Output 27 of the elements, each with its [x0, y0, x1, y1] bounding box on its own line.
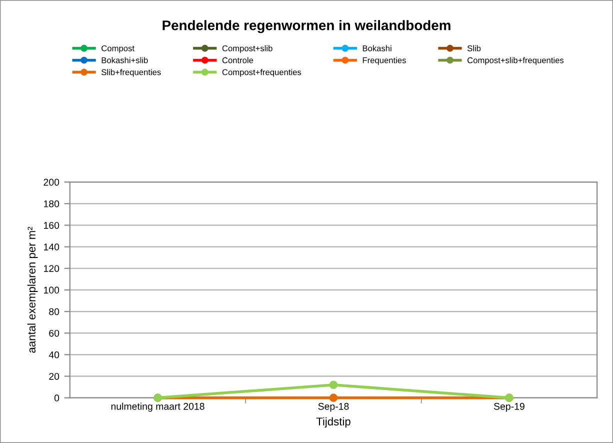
legend-label: Compost+slib+frequenties	[467, 57, 564, 65]
y-tick-label: 200	[44, 178, 60, 186]
y-tick-label: 160	[44, 222, 60, 229]
x-tick-label: nulmeting maart 2018	[111, 402, 204, 412]
y-tick-label: 60	[49, 330, 60, 337]
legend-label: Compost+slib	[222, 45, 272, 53]
x-tick-label: Sep-18	[318, 402, 349, 412]
x-tick-label: Sep-19	[494, 402, 524, 412]
y-tick-label: 120	[44, 265, 60, 272]
legend-label: Frequenties	[362, 57, 406, 65]
y-tick-label: 100	[44, 286, 60, 294]
y-tick-label: 40	[48, 351, 60, 358]
y-tick-label: 180	[44, 200, 60, 208]
y-tick-label: 140	[44, 244, 60, 250]
legend-label: Compost	[102, 45, 134, 53]
y-tick-label: 0	[54, 394, 60, 402]
legend-label: Bokashi	[362, 45, 392, 52]
y-tick-label: 20	[49, 372, 60, 380]
legend-label: Compost+frequenties	[222, 69, 302, 77]
chart-title: Pendelende regenwormen in weilandbodem	[162, 20, 450, 34]
legend-label: Bokashi+slib	[102, 57, 148, 64]
legend-label: Slib+frequenties	[102, 69, 161, 77]
y-tick-label: 80	[49, 308, 60, 316]
legend-label: Controle	[222, 57, 254, 64]
y-axis-title: aantal exemplaren per m²	[27, 226, 38, 353]
x-axis-title: Tijdstip	[316, 417, 350, 428]
legend-label: Slib	[467, 45, 481, 52]
